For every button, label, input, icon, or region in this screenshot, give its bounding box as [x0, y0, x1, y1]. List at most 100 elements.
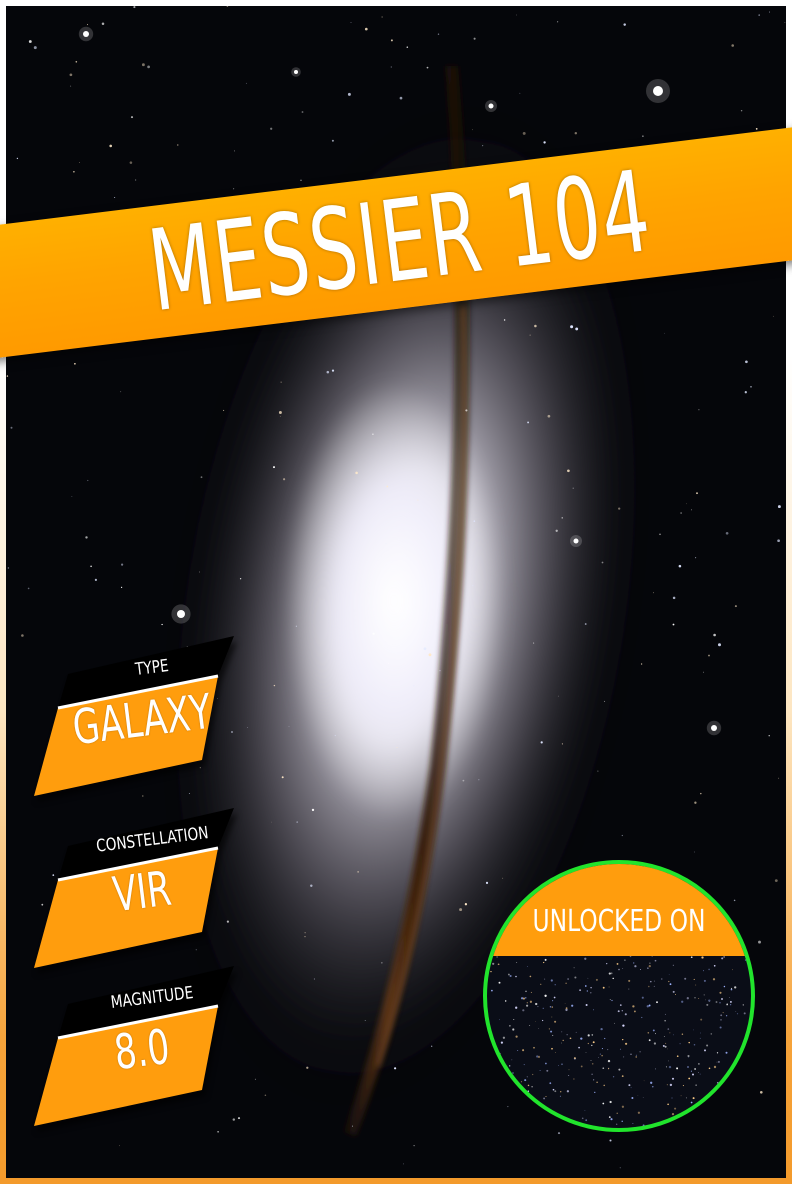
star — [226, 6, 229, 7]
star — [629, 956, 632, 958]
star — [692, 1097, 695, 1100]
star — [94, 578, 97, 582]
star — [487, 962, 489, 964]
star — [499, 1080, 501, 1082]
star — [639, 1051, 641, 1053]
star — [621, 1120, 623, 1123]
star — [396, 746, 398, 748]
star — [735, 1011, 737, 1012]
star — [659, 533, 661, 536]
star — [390, 39, 393, 42]
star — [508, 1086, 510, 1088]
star — [496, 1086, 499, 1089]
star — [550, 979, 553, 982]
star — [708, 968, 710, 971]
star — [686, 503, 687, 505]
star — [718, 1123, 721, 1126]
star — [33, 46, 37, 50]
star — [350, 22, 352, 23]
star — [630, 1053, 632, 1055]
star — [671, 1113, 675, 1116]
star — [648, 985, 650, 988]
star — [6, 375, 9, 377]
star — [692, 1073, 694, 1076]
star — [575, 327, 579, 331]
star — [608, 1068, 610, 1070]
star — [199, 571, 200, 573]
star — [528, 1106, 530, 1108]
star — [109, 144, 113, 148]
star — [537, 1055, 541, 1058]
star — [527, 1084, 530, 1087]
star — [606, 962, 608, 965]
star — [750, 960, 751, 962]
star — [650, 980, 652, 983]
star — [591, 1073, 593, 1075]
star — [516, 962, 518, 963]
star — [571, 1004, 574, 1007]
star — [687, 1054, 690, 1058]
star — [614, 1022, 615, 1024]
star — [714, 1123, 717, 1126]
star — [364, 1020, 366, 1022]
star — [570, 325, 574, 329]
star — [69, 73, 73, 77]
star — [699, 1037, 701, 1039]
star — [121, 563, 124, 566]
star — [700, 1018, 703, 1021]
star — [423, 647, 427, 651]
star — [573, 967, 575, 969]
star — [621, 1010, 623, 1012]
star — [232, 1118, 236, 1121]
star — [744, 959, 747, 961]
star — [28, 40, 32, 43]
star — [574, 976, 577, 979]
star — [621, 834, 623, 837]
star — [522, 1009, 525, 1012]
star — [718, 643, 721, 647]
star — [701, 956, 704, 959]
star — [637, 1095, 639, 1096]
star — [708, 1000, 710, 1002]
star — [217, 1130, 219, 1133]
star — [654, 1068, 657, 1070]
star — [564, 1003, 566, 1005]
star — [488, 1070, 491, 1073]
star — [393, 1067, 397, 1070]
star — [587, 1034, 590, 1037]
star — [538, 1028, 539, 1029]
star — [565, 1008, 568, 1012]
star — [288, 726, 290, 727]
star — [593, 1009, 595, 1011]
star — [41, 903, 44, 906]
tag-shape — [34, 966, 234, 1126]
star — [731, 1092, 733, 1094]
bright-star — [711, 725, 717, 731]
star — [573, 1057, 576, 1059]
star — [709, 1100, 711, 1102]
star — [624, 1013, 627, 1016]
star — [724, 1115, 727, 1117]
star — [347, 92, 351, 96]
star — [706, 1044, 709, 1047]
star — [719, 991, 722, 994]
star — [465, 409, 468, 412]
star — [129, 161, 133, 164]
star — [668, 1060, 669, 1062]
unlocked-header: UNLOCKED ON — [487, 864, 751, 956]
star — [237, 1117, 241, 1120]
star — [649, 962, 651, 964]
star — [491, 989, 493, 992]
star — [669, 983, 672, 986]
star — [609, 1139, 612, 1142]
star — [698, 997, 700, 1000]
star — [603, 1084, 605, 1087]
star — [546, 1069, 549, 1072]
star — [734, 986, 737, 989]
star — [725, 1051, 728, 1054]
star — [664, 332, 665, 334]
star — [696, 1123, 699, 1126]
star — [630, 1087, 632, 1089]
star — [459, 908, 463, 912]
star — [661, 978, 663, 980]
